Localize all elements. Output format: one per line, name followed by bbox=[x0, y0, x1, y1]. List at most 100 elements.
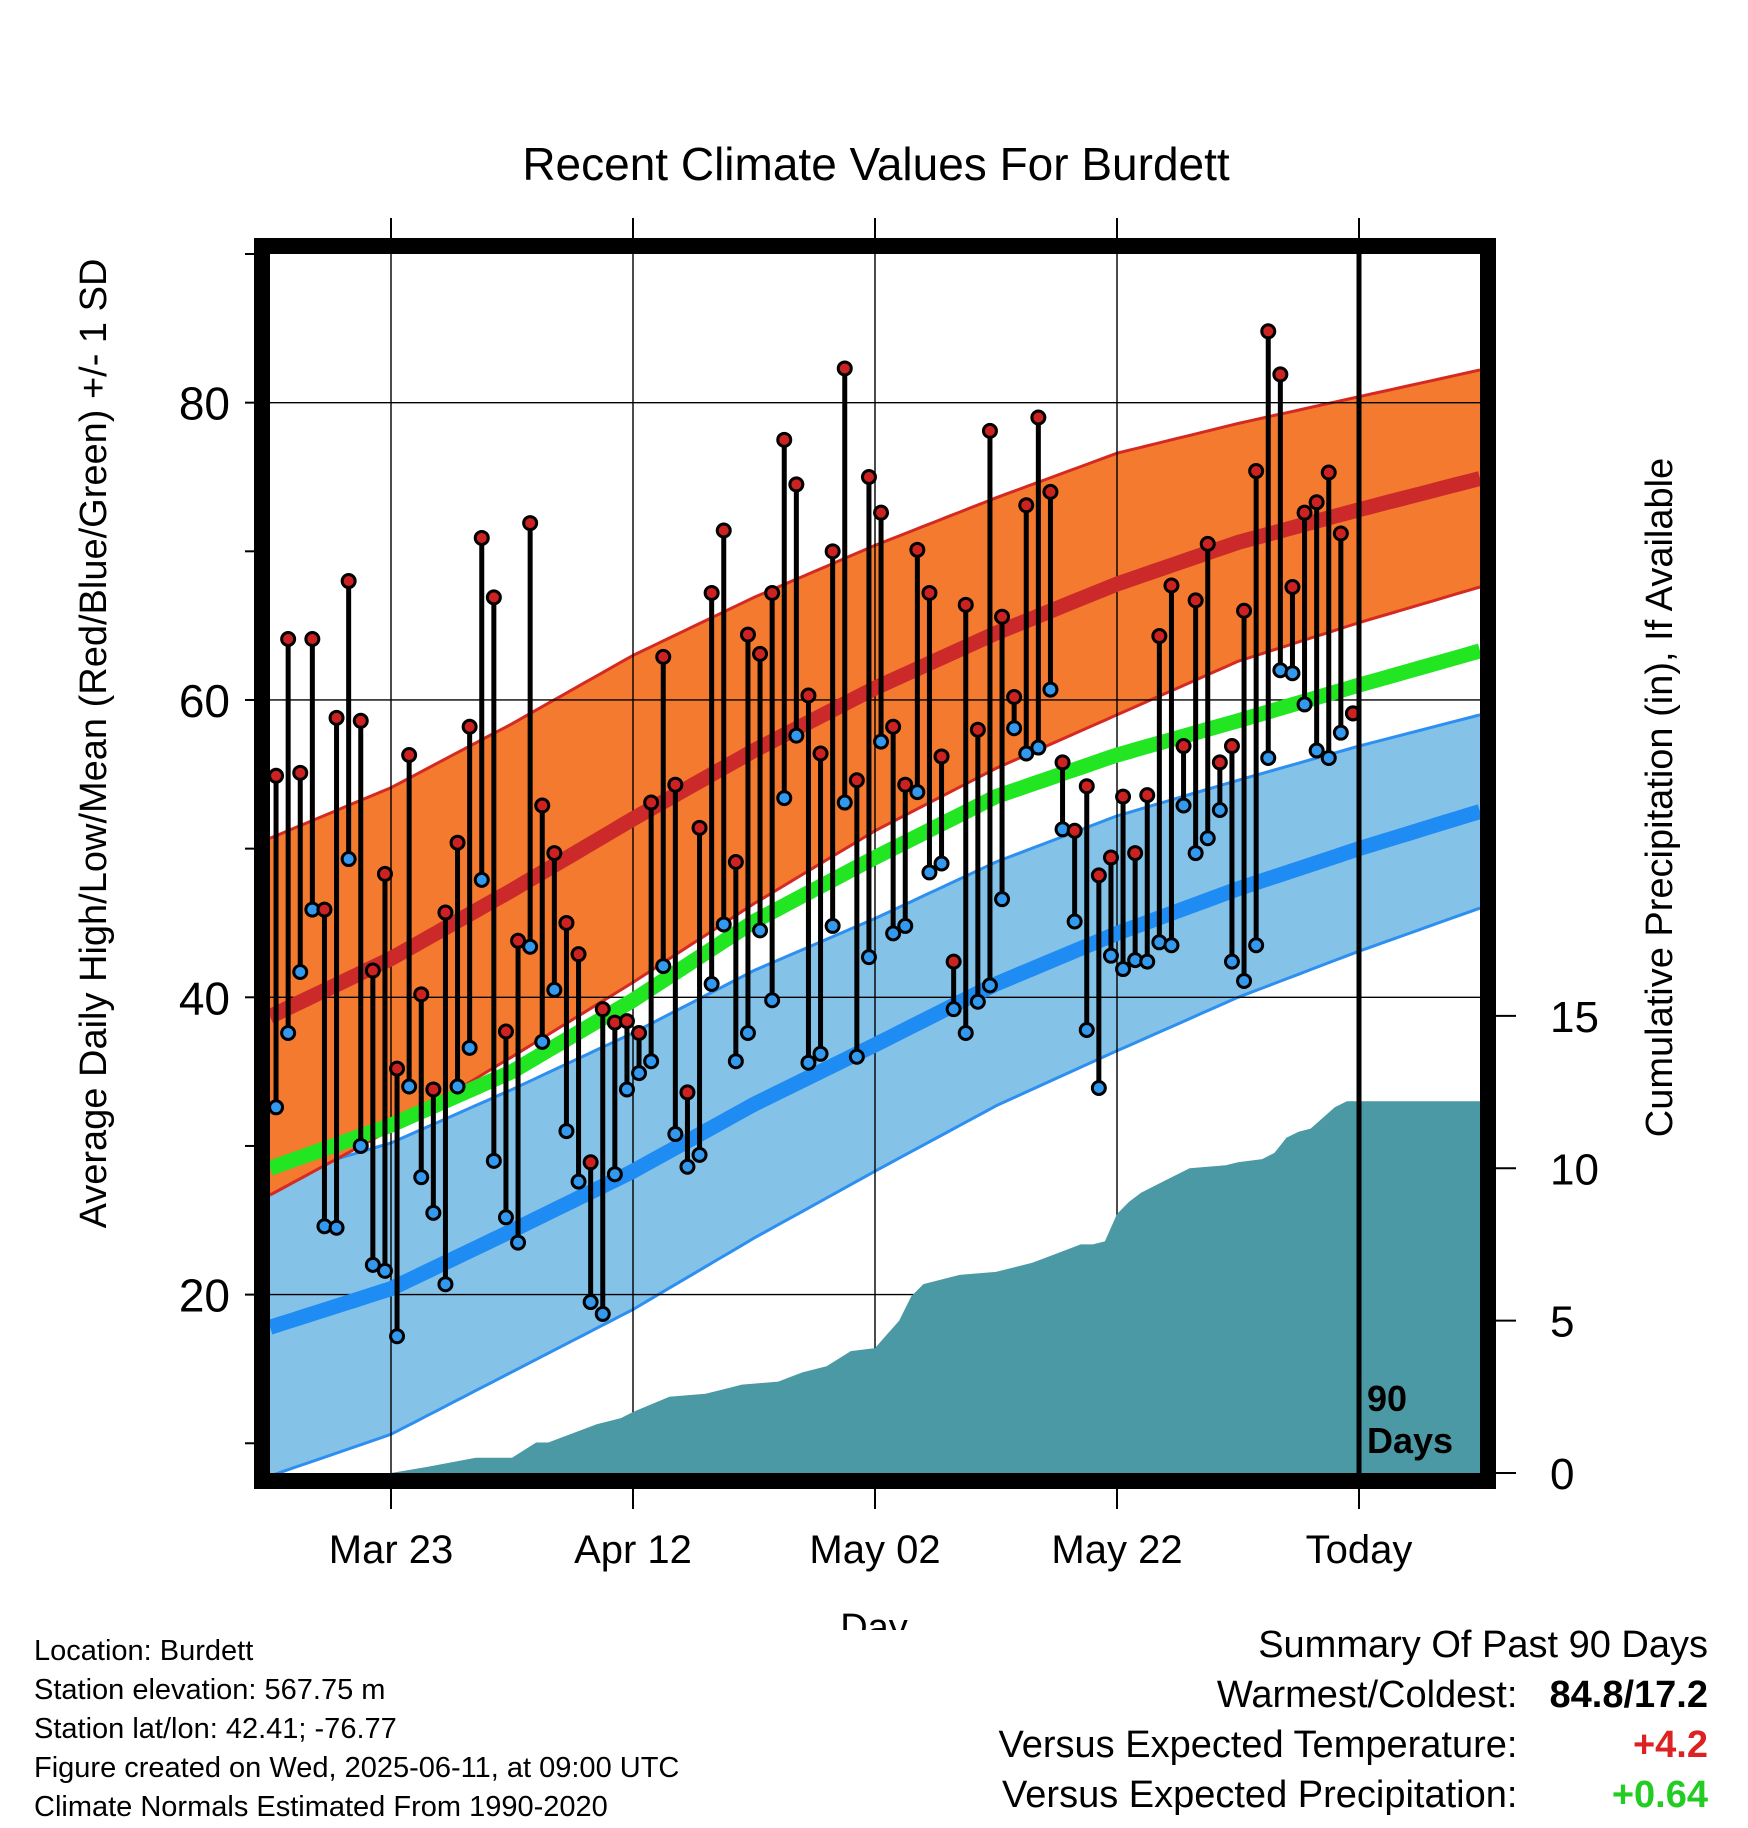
daily-high-point bbox=[679, 1084, 696, 1101]
daily-low-point bbox=[510, 1234, 527, 1251]
normal-mean-line bbox=[270, 643, 1480, 1176]
daily-low-point bbox=[667, 1126, 684, 1143]
daily-low-point bbox=[1175, 797, 1192, 814]
daily-high-point bbox=[497, 1023, 514, 1040]
daily-high-point bbox=[1054, 754, 1071, 771]
daily-low-point bbox=[594, 1305, 611, 1322]
daily-high-point bbox=[1006, 689, 1023, 706]
y2-tick-label: 10 bbox=[1550, 1145, 1599, 1194]
y-tick-label: 40 bbox=[179, 972, 230, 1024]
daily-high-point bbox=[1260, 323, 1277, 340]
daily-high-point bbox=[618, 1013, 635, 1030]
climate-chart: Recent Climate Values For Burdett 90Days… bbox=[73, 138, 1681, 1630]
daily-high-point bbox=[510, 932, 527, 949]
x-tick-label: May 02 bbox=[809, 1528, 940, 1572]
daily-high-point bbox=[316, 901, 333, 918]
daily-high-point bbox=[582, 1154, 599, 1171]
daily-high-point bbox=[1115, 788, 1132, 805]
daily-low-point bbox=[752, 922, 769, 939]
daily-high-point bbox=[328, 709, 345, 726]
daily-low-point bbox=[739, 1024, 756, 1041]
daily-high-point bbox=[897, 776, 914, 793]
daily-low-point bbox=[401, 1078, 418, 1095]
daily-high-point bbox=[836, 360, 853, 377]
daily-high-point bbox=[703, 584, 720, 601]
daily-low-point bbox=[534, 1033, 551, 1050]
daily-low-point bbox=[413, 1169, 430, 1186]
daily-low-point bbox=[1042, 681, 1059, 698]
daily-low-point bbox=[606, 1166, 623, 1183]
x-tick-label: May 22 bbox=[1051, 1528, 1182, 1572]
daily-high-point bbox=[485, 589, 502, 606]
daily-low-point bbox=[618, 1081, 635, 1098]
daily-high-point bbox=[1199, 535, 1216, 552]
daily-high-point bbox=[558, 914, 575, 931]
daily-high-point bbox=[352, 712, 369, 729]
daily-low-point bbox=[1163, 937, 1180, 954]
daily-low-point bbox=[1320, 749, 1337, 766]
daily-high-point bbox=[1175, 738, 1192, 755]
daily-high-point bbox=[885, 718, 902, 735]
daily-low-point bbox=[631, 1065, 648, 1082]
daily-low-point bbox=[933, 855, 950, 872]
daily-high-point bbox=[292, 764, 309, 781]
daily-high-point bbox=[1248, 463, 1265, 480]
daily-low-point bbox=[727, 1053, 744, 1070]
daily-high-point bbox=[945, 953, 962, 970]
normal-low-line bbox=[270, 804, 1480, 1335]
daily-low-point bbox=[643, 1053, 660, 1070]
daily-high-point bbox=[1030, 409, 1047, 426]
daily-low-point bbox=[437, 1276, 454, 1293]
daily-high-point bbox=[534, 797, 551, 814]
daily-high-point bbox=[1090, 867, 1107, 884]
summary-panel: Summary Of Past 90 Days Warmest/Coldest:… bbox=[999, 1620, 1708, 1820]
daily-low-point bbox=[292, 964, 309, 981]
today-days-number: 90 bbox=[1367, 1378, 1407, 1419]
daily-high-point bbox=[1127, 845, 1144, 862]
daily-high-point bbox=[546, 845, 563, 862]
x-tick-label: Mar 23 bbox=[329, 1528, 454, 1572]
daily-high-point bbox=[449, 834, 466, 851]
daily-low-point bbox=[921, 864, 938, 881]
daily-low-point bbox=[1296, 696, 1313, 713]
daily-low-point bbox=[836, 794, 853, 811]
daily-low-point bbox=[1115, 961, 1132, 978]
daily-low-point bbox=[1332, 724, 1349, 741]
precip-row: Versus Expected Precipitation: +0.64 bbox=[999, 1770, 1708, 1820]
daily-low-point bbox=[1066, 913, 1083, 930]
latlon-text: Station lat/lon: 42.41; -76.77 bbox=[34, 1713, 397, 1745]
precip-value: +0.64 bbox=[1611, 1774, 1708, 1816]
today-days-label: Days bbox=[1367, 1420, 1453, 1461]
daily-high-point bbox=[1236, 602, 1253, 619]
daily-low-point bbox=[376, 1262, 393, 1279]
daily-high-point bbox=[522, 515, 539, 532]
daily-high-point bbox=[921, 584, 938, 601]
daily-low-point bbox=[270, 1099, 285, 1116]
daily-high-point bbox=[969, 721, 986, 738]
daily-low-point bbox=[812, 1045, 829, 1062]
daily-low-point bbox=[969, 993, 986, 1010]
daily-low-point bbox=[776, 790, 793, 807]
daily-high-point bbox=[364, 962, 381, 979]
daily-low-point bbox=[1308, 742, 1325, 759]
daily-high-point bbox=[280, 631, 297, 648]
daily-high-point bbox=[764, 584, 781, 601]
daily-high-point bbox=[1296, 504, 1313, 521]
daily-high-point bbox=[473, 529, 490, 546]
daily-high-point bbox=[1320, 464, 1337, 481]
daily-low-point bbox=[873, 733, 890, 750]
daily-low-point bbox=[425, 1204, 442, 1221]
daily-low-point bbox=[1199, 830, 1216, 847]
created-text: Figure created on Wed, 2025-06-11, at 09… bbox=[34, 1752, 680, 1784]
daily-high-point bbox=[691, 819, 708, 836]
daily-high-point bbox=[304, 631, 321, 648]
daily-low-point bbox=[885, 925, 902, 942]
location-text: Location: Burdett bbox=[34, 1635, 254, 1667]
daily-high-point bbox=[270, 767, 285, 784]
daily-high-point bbox=[1042, 483, 1059, 500]
x-axis-label: Day bbox=[840, 1607, 908, 1630]
daily-high-point bbox=[437, 904, 454, 921]
elevation-text: Station elevation: 567.75 m bbox=[34, 1674, 386, 1706]
daily-low-point bbox=[1248, 937, 1265, 954]
